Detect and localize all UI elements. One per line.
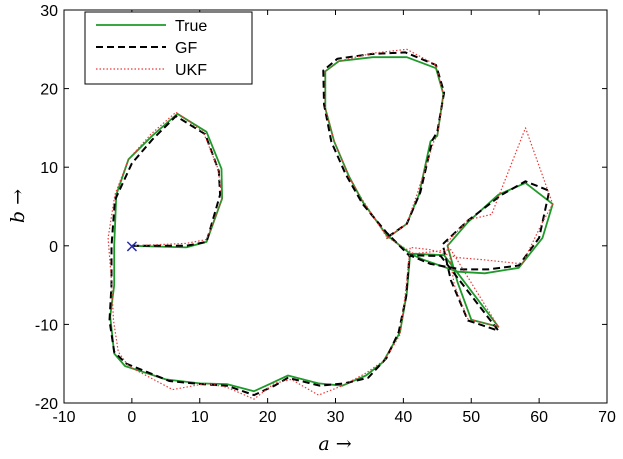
start-marker: × bbox=[124, 236, 139, 257]
y-axis-label: b → bbox=[7, 189, 29, 223]
x-tick-label: 20 bbox=[259, 409, 277, 426]
legend-label-true: True bbox=[175, 18, 207, 35]
x-tick-label: 60 bbox=[530, 409, 548, 426]
y-tick-label: 10 bbox=[40, 160, 58, 177]
x-tick-label: 10 bbox=[191, 409, 209, 426]
x-tick-label: 30 bbox=[327, 409, 345, 426]
x-tick-label: 40 bbox=[394, 409, 412, 426]
x-tick-label: 70 bbox=[598, 409, 616, 426]
x-tick-label: 50 bbox=[462, 409, 480, 426]
y-tick-label: 30 bbox=[40, 3, 58, 20]
start-marker-group: × bbox=[124, 236, 139, 257]
y-tick-label: 0 bbox=[49, 239, 58, 256]
legend-label-gf: GF bbox=[175, 40, 197, 57]
y-tick-label: -10 bbox=[35, 317, 58, 334]
x-tick-label: 0 bbox=[127, 409, 136, 426]
legend-label-ukf: UKF bbox=[175, 62, 207, 79]
x-axis-label: a → bbox=[318, 433, 351, 455]
legend: True GF UKF bbox=[85, 12, 252, 84]
y-tick-label: 20 bbox=[40, 82, 58, 99]
y-tick-label: -20 bbox=[35, 396, 58, 413]
